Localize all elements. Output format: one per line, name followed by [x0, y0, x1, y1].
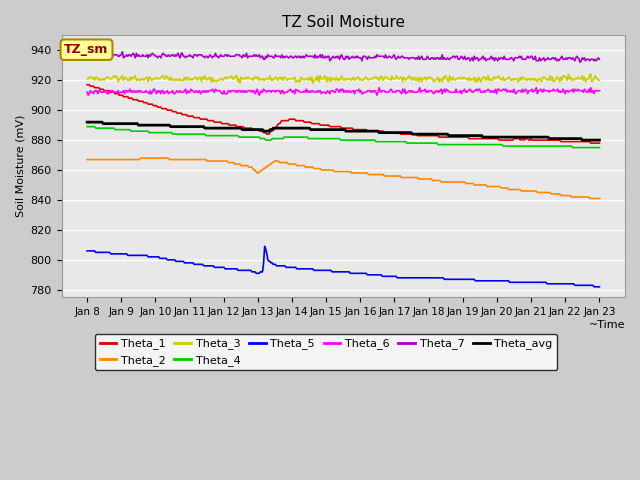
Theta_7 [596, 57, 604, 62]
Theta_4 [243, 134, 250, 140]
Theta_7 [83, 49, 91, 55]
Line: Theta_6: Theta_6 [87, 88, 600, 95]
Theta_avg [83, 119, 91, 125]
Theta_2 [137, 155, 145, 161]
Theta_6 [244, 88, 252, 94]
Line: Theta_4: Theta_4 [87, 127, 600, 147]
Theta_3 [596, 77, 604, 83]
Theta_4 [394, 139, 402, 144]
Theta_4 [569, 144, 577, 150]
Legend: Theta_1, Theta_2, Theta_3, Theta_4, Theta_5, Theta_6, Theta_7, Theta_avg: Theta_1, Theta_2, Theta_3, Theta_4, Thet… [95, 334, 557, 370]
Theta_2 [396, 173, 403, 179]
X-axis label: ~Time: ~Time [589, 320, 625, 330]
Theta_7 [394, 53, 402, 59]
Theta_6 [84, 92, 92, 98]
Theta_1 [587, 140, 595, 146]
Theta_avg [460, 133, 467, 139]
Theta_3 [550, 79, 557, 84]
Theta_6 [397, 89, 404, 95]
Line: Theta_3: Theta_3 [87, 74, 600, 83]
Line: Theta_5: Theta_5 [87, 246, 600, 287]
Theta_6 [462, 89, 470, 95]
Theta_5 [243, 267, 250, 273]
Theta_4 [548, 143, 556, 149]
Theta_avg [579, 137, 586, 143]
Theta_3 [236, 80, 244, 86]
Theta_3 [396, 76, 403, 82]
Theta_1 [460, 134, 467, 140]
Theta_5 [550, 281, 557, 287]
Theta_5 [396, 275, 403, 281]
Theta_6 [596, 88, 604, 94]
Theta_5 [371, 272, 379, 278]
Theta_4 [596, 144, 604, 150]
Theta_6 [375, 85, 383, 91]
Theta_4 [83, 124, 91, 130]
Line: Theta_1: Theta_1 [87, 85, 600, 143]
Theta_1 [548, 137, 556, 143]
Text: TZ_sm: TZ_sm [65, 43, 109, 56]
Theta_3 [83, 76, 91, 82]
Theta_5 [590, 284, 598, 289]
Theta_7 [548, 55, 556, 60]
Line: Theta_7: Theta_7 [87, 52, 600, 62]
Theta_2 [596, 196, 604, 202]
Theta_3 [564, 72, 572, 77]
Theta_7 [460, 57, 467, 62]
Theta_1 [394, 130, 402, 135]
Theta_3 [461, 74, 468, 80]
Theta_4 [370, 137, 378, 143]
Title: TZ Soil Moisture: TZ Soil Moisture [282, 15, 404, 30]
Theta_3 [300, 77, 308, 83]
Theta_avg [243, 127, 250, 132]
Line: Theta_2: Theta_2 [87, 158, 600, 199]
Theta_1 [300, 118, 307, 123]
Theta_avg [548, 136, 556, 142]
Theta_6 [371, 88, 379, 94]
Theta_6 [550, 88, 558, 94]
Theta_5 [261, 243, 269, 249]
Theta_2 [586, 196, 594, 202]
Theta_1 [243, 125, 250, 131]
Theta_avg [300, 125, 307, 131]
Theta_4 [460, 142, 467, 147]
Theta_5 [83, 248, 91, 254]
Theta_avg [394, 130, 402, 135]
Theta_6 [300, 88, 308, 94]
Theta_3 [371, 74, 379, 80]
Theta_7 [370, 55, 378, 60]
Theta_1 [370, 128, 378, 134]
Theta_7 [243, 50, 250, 56]
Theta_avg [596, 137, 604, 143]
Theta_2 [300, 163, 308, 168]
Theta_1 [83, 82, 91, 88]
Theta_2 [83, 156, 91, 162]
Y-axis label: Soil Moisture (mV): Soil Moisture (mV) [15, 115, 25, 217]
Theta_2 [461, 179, 468, 185]
Line: Theta_avg: Theta_avg [87, 122, 600, 140]
Theta_3 [244, 74, 252, 80]
Theta_1 [596, 140, 604, 146]
Theta_5 [300, 266, 308, 272]
Theta_5 [596, 284, 604, 289]
Theta_7 [300, 53, 307, 59]
Theta_avg [370, 128, 378, 134]
Theta_2 [550, 191, 557, 197]
Theta_7 [576, 60, 584, 65]
Theta_5 [461, 276, 468, 282]
Theta_4 [300, 134, 307, 140]
Theta_6 [83, 89, 91, 95]
Theta_2 [371, 172, 379, 178]
Theta_2 [244, 163, 252, 168]
